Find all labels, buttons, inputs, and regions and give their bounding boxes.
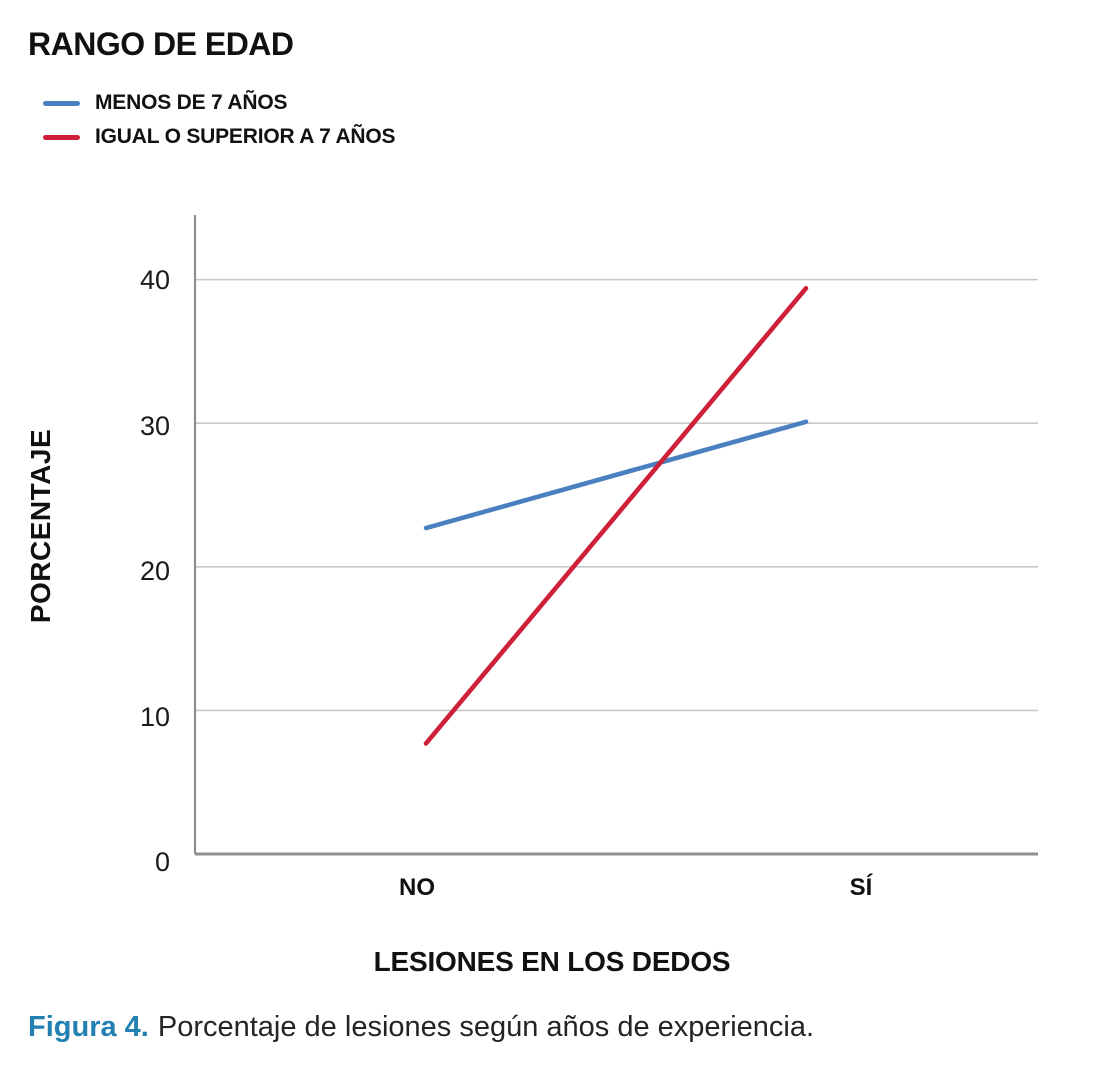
legend-item-label: MENOS DE 7 AÑOS	[95, 91, 288, 114]
series-line-1	[423, 285, 809, 746]
y-tick-label-40: 40	[139, 265, 170, 296]
x-axis-title: LESIONES EN LOS DEDOS	[373, 946, 731, 977]
y-tick-label-0: 0	[154, 847, 170, 877]
x-category-label-0: NO	[399, 874, 435, 901]
legend-item-igual-superior-7: IGUAL O SUPERIOR A 7 AÑOS	[43, 124, 396, 150]
legend-item-label: IGUAL O SUPERIOR A 7 AÑOS	[95, 125, 396, 148]
figure-caption-text: Porcentaje de lesiones según años de exp…	[157, 1011, 815, 1043]
legend-line-swatch-blue	[43, 100, 80, 106]
figure-caption: Figura 4. Porcentaje de lesiones según añ…	[28, 1011, 814, 1044]
y-tick-label-20: 20	[139, 556, 170, 587]
legend-item-menos-7: MENOS DE 7 AÑOS	[43, 90, 287, 116]
y-axis-title: PORCENTAJE	[25, 428, 56, 624]
y-tick-label-10: 10	[139, 701, 170, 732]
legend-title: RANGO DE EDAD	[28, 26, 294, 62]
x-category-label-1: SÍ	[849, 874, 873, 901]
series-line-0	[423, 419, 809, 531]
legend-line-swatch-red	[43, 134, 80, 140]
y-tick-label-30: 30	[139, 410, 170, 441]
figure-caption-number: Figura 4.	[28, 1011, 149, 1043]
